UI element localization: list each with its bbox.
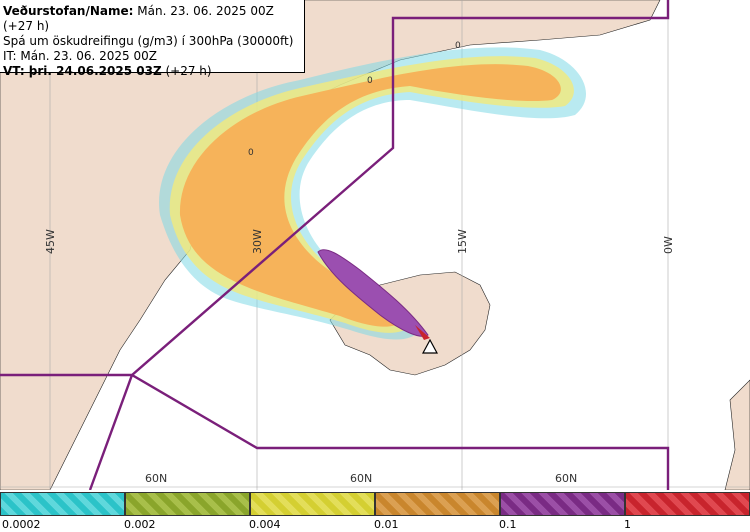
lat-label-right: 60N (555, 472, 578, 485)
volcano-triangle-icon (421, 338, 439, 354)
ash-plume-orange (179, 64, 561, 327)
contour-label: 0 (248, 148, 254, 158)
legend-swatch-olive (125, 492, 250, 516)
legend-swatch-red (625, 492, 750, 516)
issue-time-line: IT: Mán. 23. 06. 2025 00Z (3, 49, 157, 63)
lon-label-0w: 0W (662, 236, 675, 254)
legend-tick: 1 (624, 518, 631, 531)
ash-dispersion-map (0, 0, 750, 490)
legend-tick: 0.004 (249, 518, 281, 531)
ash-plume-peak (415, 325, 430, 340)
fir-boundary (0, 0, 670, 490)
product-line: Spá um öskudreifingu (g/m3) í 300hPa (30… (3, 34, 294, 48)
lon-label-30w: 30W (251, 229, 264, 254)
lat-label-left: 60N (145, 472, 168, 485)
lon-label-45w: 45W (44, 229, 57, 254)
lon-label-15w: 15W (456, 229, 469, 254)
legend-swatch-yellow (250, 492, 375, 516)
legend-swatch-orange (375, 492, 500, 516)
contour-label: 0 (455, 41, 461, 51)
legend-swatch-cyan (0, 492, 125, 516)
concentration-legend: 0.0002 0.002 0.004 0.01 0.1 1 (0, 490, 750, 532)
lat-label-mid: 60N (350, 472, 373, 485)
contour-label: 0 (367, 76, 373, 86)
legend-tick: 0.0002 (2, 518, 41, 531)
forecast-info-box: Veðurstofan/Name: Mán. 23. 06. 2025 00Z … (0, 0, 305, 78)
legend-swatch-purple (500, 492, 625, 516)
valid-time-line: VT: þri. 24.06.2025 03Z (+27 h) (3, 64, 212, 78)
issuer-line: Veðurstofan/Name: Mán. 23. 06. 2025 00Z … (3, 4, 274, 33)
ash-plume-high (317, 249, 429, 337)
legend-tick: 0.002 (124, 518, 156, 531)
scandinavia-land (724, 379, 750, 490)
legend-tick: 0.01 (374, 518, 399, 531)
legend-tick: 0.1 (499, 518, 517, 531)
